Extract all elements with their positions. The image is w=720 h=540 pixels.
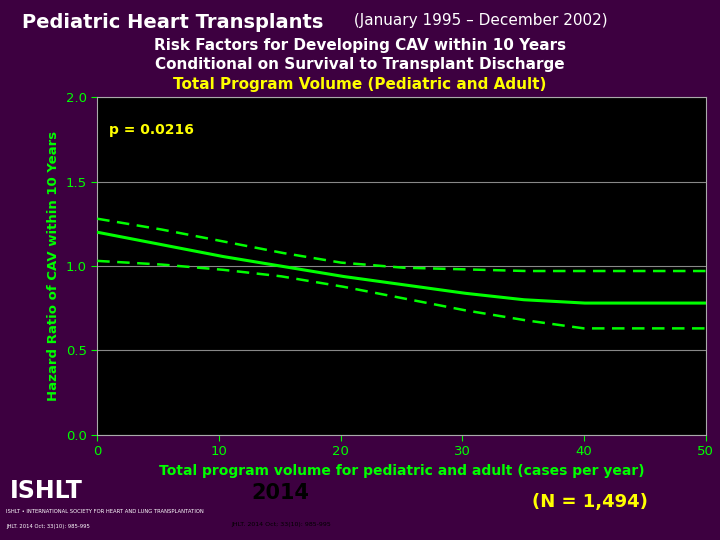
Y-axis label: Hazard Ratio of CAV within 10 Years: Hazard Ratio of CAV within 10 Years <box>47 131 60 401</box>
Text: Conditional on Survival to Transplant Discharge: Conditional on Survival to Transplant Di… <box>156 57 564 72</box>
Text: JHLT. 2014 Oct; 33(10): 985-995: JHLT. 2014 Oct; 33(10): 985-995 <box>231 522 330 527</box>
Text: Pediatric Heart Transplants: Pediatric Heart Transplants <box>22 14 323 32</box>
Text: 2014: 2014 <box>252 483 310 503</box>
X-axis label: Total program volume for pediatric and adult (cases per year): Total program volume for pediatric and a… <box>158 464 644 478</box>
Text: (January 1995 – December 2002): (January 1995 – December 2002) <box>349 14 608 29</box>
Text: JHLT. 2014 Oct; 33(10): 985-995: JHLT. 2014 Oct; 33(10): 985-995 <box>6 524 90 529</box>
Text: (N = 1,494): (N = 1,494) <box>533 493 648 511</box>
Text: ISHLT • INTERNATIONAL SOCIETY FOR HEART AND LUNG TRANSPLANTATION: ISHLT • INTERNATIONAL SOCIETY FOR HEART … <box>6 509 204 514</box>
Text: p = 0.0216: p = 0.0216 <box>109 123 194 137</box>
Text: ISHLT: ISHLT <box>10 479 83 503</box>
Text: Total Program Volume (Pediatric and Adult): Total Program Volume (Pediatric and Adul… <box>174 77 546 92</box>
Text: Risk Factors for Developing CAV within 10 Years: Risk Factors for Developing CAV within 1… <box>154 38 566 53</box>
